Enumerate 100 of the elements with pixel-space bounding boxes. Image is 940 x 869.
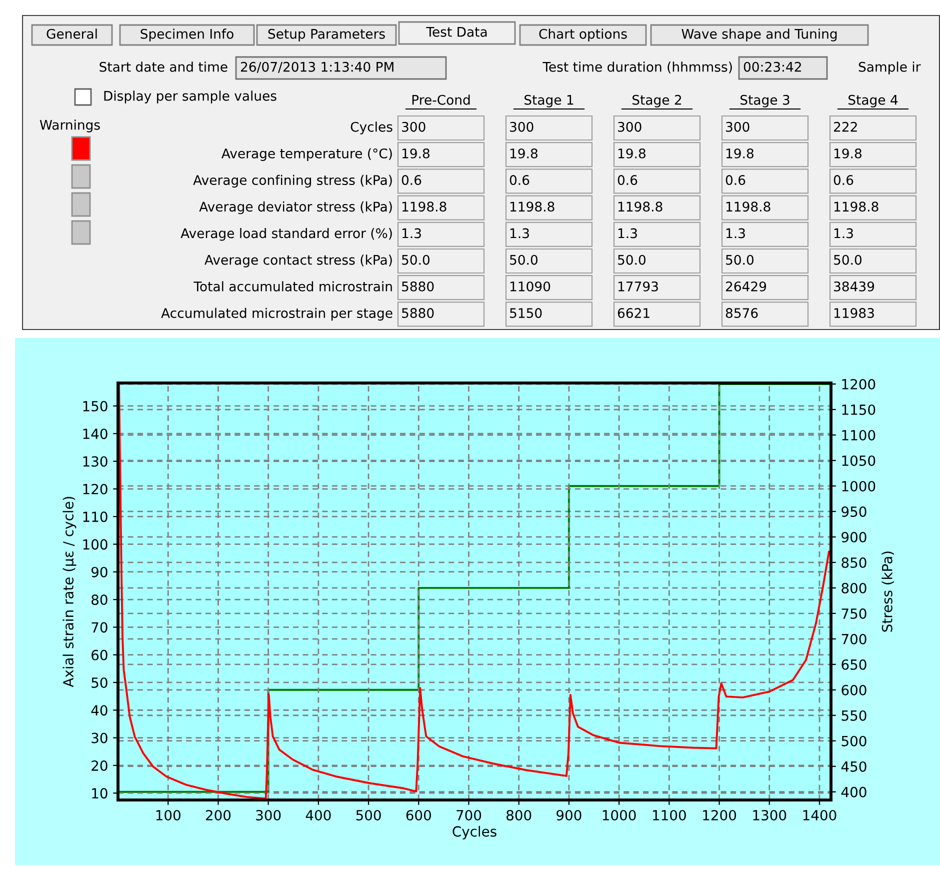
text: 1.3 [510, 228, 529, 238]
text: 5880 [402, 281, 434, 292]
text: 00:23:42 [744, 62, 801, 72]
y-tick-label: 100 [83, 539, 108, 550]
x-tick-label: 1000 [602, 810, 636, 820]
text: 5150 [510, 308, 542, 318]
y-tick-label: 140 [83, 428, 108, 440]
y-axis-title: Axial strain rate (µε / cycle) [62, 496, 76, 688]
category-label: Stage 4 [848, 94, 898, 108]
y2-tick-label: 850 [842, 557, 866, 568]
text: 26429 [726, 281, 766, 292]
text: 26/07/2013 1:13:40 PM [240, 62, 394, 73]
y2-tick-label: 800 [842, 582, 866, 594]
y-tick-label: 30 [92, 732, 108, 744]
x-tick-label: 600 [406, 810, 431, 820]
y2-tick-label: 900 [842, 532, 866, 542]
text: Test Data [426, 27, 487, 37]
x-tick-label: 700 [456, 810, 482, 820]
text: 1198.8 [618, 202, 662, 212]
text: 300 [726, 122, 750, 132]
text: 0.6 [834, 175, 854, 186]
y2-tick-label: 450 [841, 761, 866, 772]
text: 50.0 [402, 254, 430, 265]
x-tick-label: 500 [356, 810, 381, 820]
category-label: Accumulated microstrain per stage [161, 308, 392, 321]
x-tick-label: 400 [306, 810, 331, 820]
y-tick-label: 110 [83, 512, 108, 522]
text: 50.0 [726, 254, 754, 265]
text: 1198.8 [402, 202, 446, 212]
text: Wave shape and Tuning [682, 28, 837, 42]
y-tick-label: 60 [92, 650, 108, 660]
y-tick-label: 130 [83, 456, 108, 467]
y2-tick-label: 750 [842, 608, 866, 619]
text: Warnings [40, 120, 100, 132]
text: 11090 [510, 281, 550, 292]
y-tick-label: 150 [83, 400, 108, 412]
y2-tick-label: 950 [842, 506, 866, 517]
x-tick-label: 800 [506, 810, 532, 820]
y-tick-label: 50 [92, 677, 108, 688]
text: Test time duration (hhmmss) [542, 62, 732, 74]
text: 19.8 [834, 148, 862, 158]
x-tick-label: 1300 [753, 810, 786, 820]
x-tick-label: 100 [156, 810, 180, 820]
text: Specimen Info [140, 28, 234, 42]
category-label: Cycles [350, 122, 392, 134]
text: 6621 [618, 308, 650, 318]
y-tick-label: 20 [92, 760, 108, 771]
y-tick-label: 10 [92, 788, 108, 799]
y2-tick-label: 400 [841, 786, 866, 798]
text: 0.6 [402, 175, 422, 186]
y2-tick-label: 650 [842, 659, 866, 670]
text: 1.3 [834, 228, 853, 238]
y-tick-label: 120 [83, 484, 108, 494]
text: Start date and time [100, 62, 228, 72]
y2-axis-title: Stress (kPa) [882, 552, 894, 632]
text: 1.3 [726, 228, 745, 238]
text: 0.6 [726, 175, 746, 186]
text: General [46, 28, 97, 39]
category-label: Pre-Cond [412, 94, 470, 105]
text: 19.8 [510, 148, 538, 158]
y-tick-label: 70 [92, 622, 108, 633]
text: 300 [510, 122, 534, 132]
category-label: Average load standard error (%) [180, 228, 392, 241]
x-tick-label: 1100 [653, 810, 686, 820]
text: 300 [402, 122, 426, 132]
x-tick-label: 900 [556, 810, 582, 820]
x-axis-title: Cycles [452, 826, 496, 840]
text: 1198.8 [510, 202, 554, 212]
text: Chart options [539, 28, 627, 42]
y2-tick-label: 1150 [842, 404, 876, 415]
category-label: Stage 3 [740, 94, 790, 108]
x-tick-label: 1400 [803, 810, 836, 820]
y2-tick-label: 500 [842, 736, 866, 746]
text: 8576 [726, 308, 758, 318]
x-tick-label: 300 [256, 810, 281, 820]
text: 5880 [402, 308, 434, 318]
category-label: Average temperature (°C) [221, 148, 392, 161]
text: 0.6 [510, 175, 530, 186]
y2-tick-label: 1200 [842, 378, 876, 390]
text: 300 [618, 122, 642, 132]
text: Setup Parameters [268, 28, 385, 42]
text: 50.0 [834, 254, 862, 265]
text: 1.3 [402, 228, 421, 238]
y-tick-label: 40 [91, 705, 108, 716]
text: 1198.8 [726, 202, 770, 212]
category-label: Stage 2 [632, 94, 682, 108]
y2-tick-label: 600 [842, 684, 866, 696]
text: 1.3 [618, 228, 637, 238]
text: 11983 [834, 308, 874, 318]
y2-tick-label: 700 [842, 634, 866, 644]
x-tick-label: 200 [206, 810, 231, 820]
text: 222 [834, 122, 857, 132]
category-label: Average confining stress (kPa) [193, 174, 392, 188]
y2-tick-label: 1100 [842, 430, 876, 440]
text: 1198.8 [834, 202, 878, 212]
category-label: Total accumulated microstrain [194, 281, 392, 292]
y2-tick-label: 1050 [842, 455, 876, 466]
text: Display per sample values [104, 90, 276, 104]
y2-tick-label: 550 [842, 710, 866, 721]
category-label: Stage 1 [524, 94, 574, 108]
